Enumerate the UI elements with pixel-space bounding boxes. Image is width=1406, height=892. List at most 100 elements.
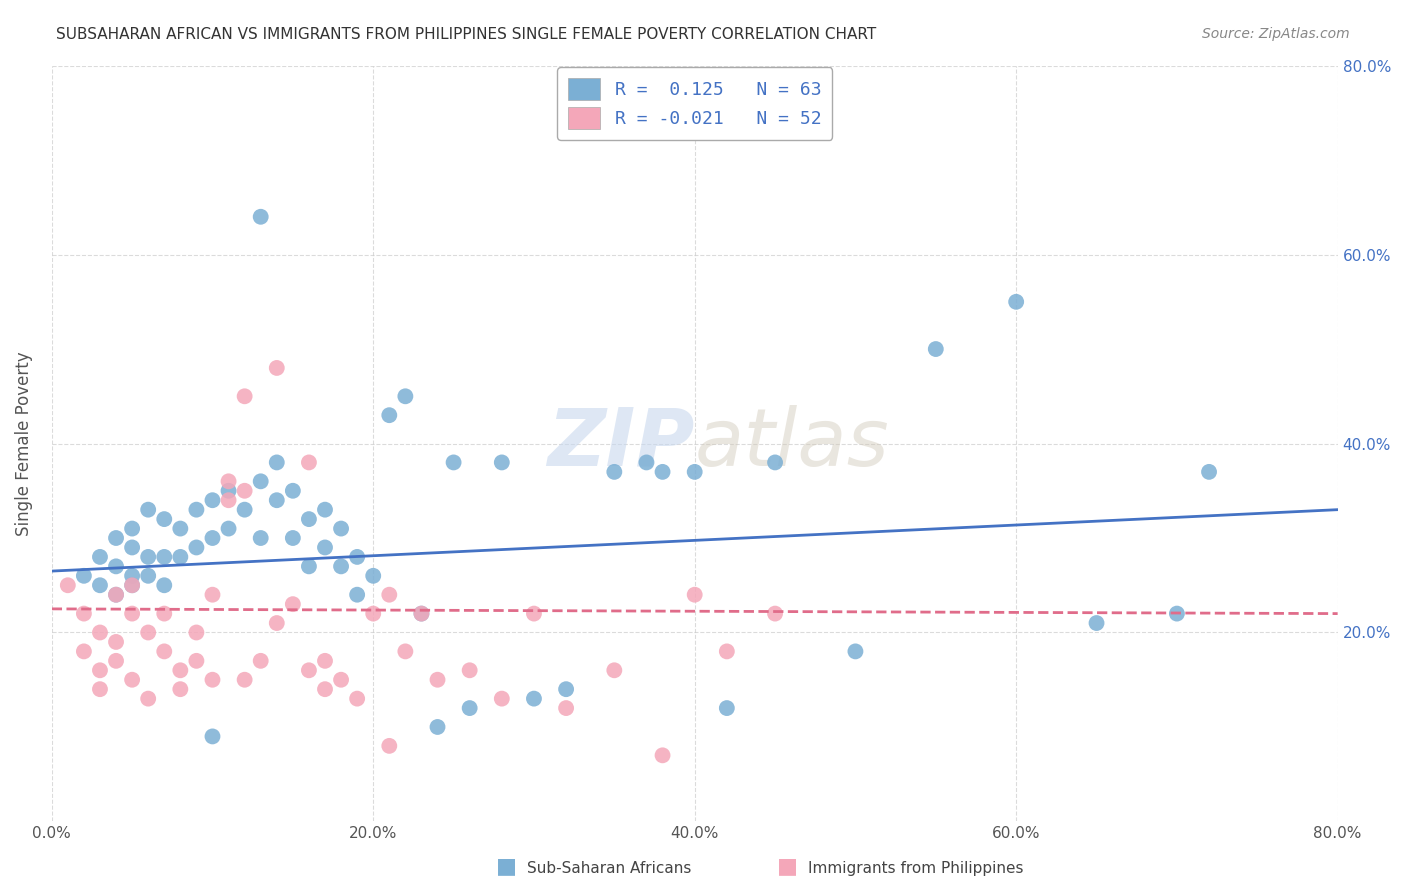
Point	[458, 663, 481, 677]
Point	[361, 607, 384, 621]
Point	[153, 578, 176, 592]
Point	[281, 483, 304, 498]
Text: ■: ■	[778, 856, 797, 876]
Point	[361, 569, 384, 583]
Point	[716, 701, 738, 715]
Point	[394, 644, 416, 658]
Point	[266, 360, 288, 375]
Point	[266, 455, 288, 469]
Point	[298, 559, 321, 574]
Point	[218, 493, 240, 508]
Point	[56, 578, 79, 592]
Point	[201, 531, 224, 545]
Point	[218, 522, 240, 536]
Point	[523, 607, 546, 621]
Point	[458, 701, 481, 715]
Point	[201, 493, 224, 508]
Point	[169, 682, 191, 697]
Point	[105, 588, 128, 602]
Point	[218, 475, 240, 489]
Point	[201, 588, 224, 602]
Point	[763, 607, 786, 621]
Text: Source: ZipAtlas.com: Source: ZipAtlas.com	[1202, 27, 1350, 41]
Point	[201, 673, 224, 687]
Point	[169, 522, 191, 536]
Point	[1198, 465, 1220, 479]
Point	[249, 210, 271, 224]
Point	[121, 607, 143, 621]
Text: Sub-Saharan Africans: Sub-Saharan Africans	[527, 861, 692, 876]
Point	[314, 502, 336, 516]
Point	[249, 475, 271, 489]
Point	[153, 644, 176, 658]
Point	[201, 730, 224, 744]
Point	[89, 625, 111, 640]
Point	[136, 502, 159, 516]
Point	[636, 455, 658, 469]
Point	[136, 569, 159, 583]
Text: ■: ■	[496, 856, 516, 876]
Point	[136, 549, 159, 564]
Point	[121, 578, 143, 592]
Point	[683, 465, 706, 479]
Point	[555, 682, 578, 697]
Point	[1166, 607, 1188, 621]
Text: SUBSAHARAN AFRICAN VS IMMIGRANTS FROM PHILIPPINES SINGLE FEMALE POVERTY CORRELAT: SUBSAHARAN AFRICAN VS IMMIGRANTS FROM PH…	[56, 27, 876, 42]
Point	[153, 607, 176, 621]
Point	[314, 682, 336, 697]
Point	[73, 569, 96, 583]
Point	[105, 559, 128, 574]
Point	[266, 615, 288, 630]
Point	[266, 493, 288, 508]
Point	[394, 389, 416, 403]
Point	[281, 597, 304, 611]
Point	[844, 644, 866, 658]
Point	[603, 663, 626, 677]
Point	[426, 673, 449, 687]
Point	[298, 455, 321, 469]
Point	[169, 663, 191, 677]
Y-axis label: Single Female Poverty: Single Female Poverty	[15, 351, 32, 536]
Point	[426, 720, 449, 734]
Point	[603, 465, 626, 479]
Point	[186, 625, 208, 640]
Point	[89, 549, 111, 564]
Point	[186, 502, 208, 516]
Point	[121, 673, 143, 687]
Point	[651, 465, 673, 479]
Point	[121, 541, 143, 555]
Point	[233, 483, 256, 498]
Text: Immigrants from Philippines: Immigrants from Philippines	[808, 861, 1024, 876]
Point	[330, 522, 353, 536]
Point	[105, 588, 128, 602]
Point	[153, 512, 176, 526]
Point	[346, 549, 368, 564]
Point	[186, 654, 208, 668]
Point	[105, 531, 128, 545]
Point	[651, 748, 673, 763]
Point	[491, 691, 513, 706]
Point	[121, 569, 143, 583]
Point	[491, 455, 513, 469]
Point	[281, 531, 304, 545]
Point	[136, 625, 159, 640]
Point	[169, 549, 191, 564]
Point	[186, 541, 208, 555]
Point	[153, 549, 176, 564]
Point	[1085, 615, 1108, 630]
Point	[683, 588, 706, 602]
Point	[121, 578, 143, 592]
Point	[346, 691, 368, 706]
Point	[555, 701, 578, 715]
Point	[346, 588, 368, 602]
Point	[411, 607, 433, 621]
Point	[233, 502, 256, 516]
Point	[314, 541, 336, 555]
Point	[330, 559, 353, 574]
Point	[1005, 294, 1028, 309]
Point	[89, 578, 111, 592]
Point	[411, 607, 433, 621]
Legend: R =  0.125   N = 63, R = -0.021   N = 52: R = 0.125 N = 63, R = -0.021 N = 52	[557, 67, 832, 140]
Point	[249, 531, 271, 545]
Point	[218, 483, 240, 498]
